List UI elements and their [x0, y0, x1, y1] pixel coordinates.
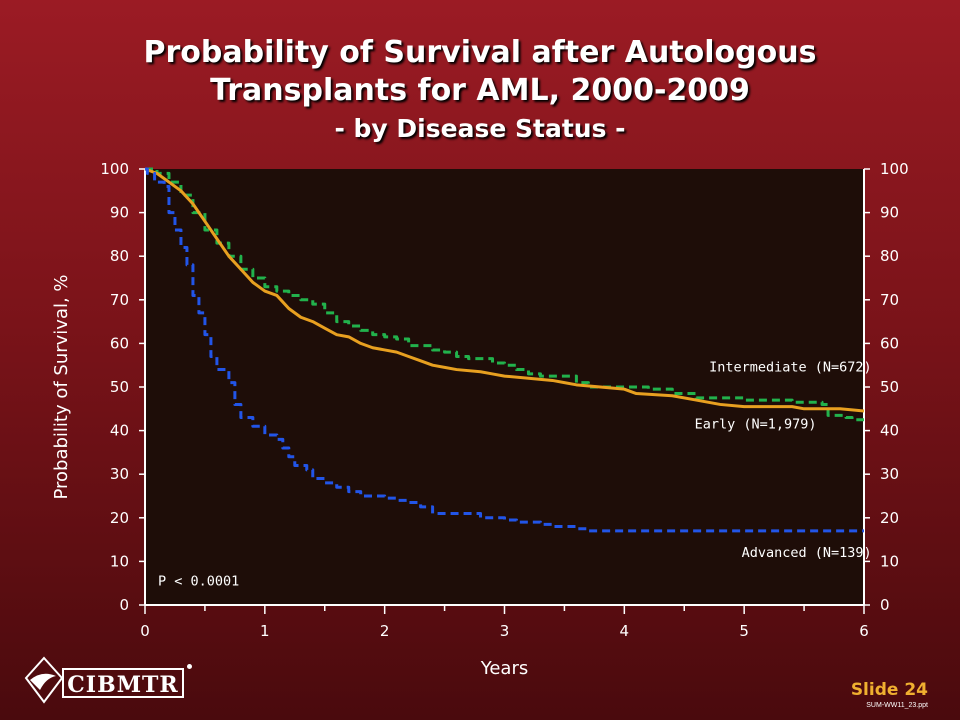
- logo-registered-dot: [187, 664, 192, 669]
- y-tick-label-right: 50: [880, 378, 899, 396]
- slide-number: Slide 24: [850, 680, 928, 700]
- y-tick-label-right: 30: [880, 465, 899, 483]
- y-tick-label-right: 0: [880, 596, 890, 614]
- y-tick-label-right: 70: [880, 291, 899, 309]
- series-label: Intermediate (N=672): [709, 360, 872, 376]
- p-value-annotation: P < 0.0001: [158, 573, 239, 589]
- y-tick-label-left: 70: [110, 291, 129, 309]
- y-tick-label-right: 80: [880, 247, 899, 265]
- y-tick-label-left: 100: [100, 160, 129, 178]
- series-label: Early (N=1,979): [695, 416, 817, 432]
- y-tick-label-left: 90: [110, 204, 129, 222]
- chart-subtitle: - by Disease Status -: [334, 114, 626, 143]
- x-tick-label: 6: [859, 622, 869, 640]
- y-tick-label-left: 80: [110, 247, 129, 265]
- series-layer: [144, 167, 865, 533]
- y-tick-label-left: 10: [110, 552, 129, 570]
- series-label: Advanced (N=139): [742, 545, 872, 561]
- x-tick-label: 4: [620, 622, 630, 640]
- x-tick-label: 2: [380, 622, 390, 640]
- file-reference: SUM-WW11_23.ppt: [866, 702, 928, 709]
- series-line-advanced: [145, 167, 864, 533]
- x-tick-label: 3: [500, 622, 510, 640]
- title-line-2: Transplants for AML, 2000-2009: [210, 73, 750, 108]
- y-tick-label-right: 100: [880, 160, 909, 178]
- y-axis-label: Probability of Survival, %: [51, 274, 72, 499]
- series-line-early: [144, 167, 865, 413]
- x-tick-label: 1: [260, 622, 270, 640]
- y-tick-label-right: 20: [880, 509, 899, 527]
- y-tick-label-right: 10: [880, 552, 899, 570]
- y-tick-label-left: 60: [110, 334, 129, 352]
- y-tick-label-left: 50: [110, 378, 129, 396]
- title-line-1: Probability of Survival after Autologous: [143, 35, 817, 70]
- chart-title: Probability of Survival after Autologous…: [0, 34, 960, 110]
- y-tick-label-right: 60: [880, 334, 899, 352]
- x-axis-label: Years: [480, 658, 529, 679]
- x-tick-label: 0: [140, 622, 150, 640]
- label-layer: P < 0.0001 Intermediate (N=672) Early (N=1…: [158, 360, 872, 590]
- y-tick-label-right: 90: [880, 204, 899, 222]
- plot-area: [145, 169, 864, 605]
- y-tick-label-left: 0: [119, 596, 129, 614]
- logo-mark-icon: [24, 656, 64, 704]
- y-tick-label-right: 40: [880, 422, 899, 440]
- logo-text: CIBMTR: [62, 668, 184, 698]
- y-tick-label-left: 20: [110, 509, 129, 527]
- y-tick-label-left: 30: [110, 465, 129, 483]
- cibmtr-logo: [24, 656, 194, 706]
- y-tick-label-left: 40: [110, 422, 129, 440]
- x-tick-label: 5: [739, 622, 749, 640]
